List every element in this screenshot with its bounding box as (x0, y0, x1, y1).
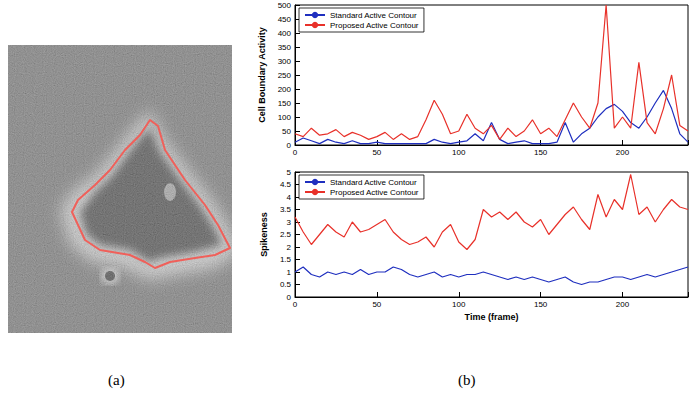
svg-text:3: 3 (287, 218, 292, 227)
svg-text:50: 50 (372, 148, 381, 157)
svg-text:2: 2 (287, 243, 292, 252)
svg-text:200: 200 (616, 148, 630, 157)
svg-text:Time (frame): Time (frame) (465, 312, 519, 322)
svg-text:0: 0 (287, 293, 292, 302)
html-text:(a): (a) (108, 372, 125, 388)
svg-text:100: 100 (278, 113, 292, 122)
svg-text:100: 100 (452, 300, 466, 309)
svg-text:4.5: 4.5 (280, 180, 292, 189)
svg-text:350: 350 (278, 43, 292, 52)
svg-text:500: 500 (278, 1, 292, 10)
svg-text:200: 200 (616, 300, 630, 309)
svg-text:0.5: 0.5 (280, 280, 292, 289)
svg-text:100: 100 (452, 148, 466, 157)
svg-text:0: 0 (293, 300, 298, 309)
svg-text:Cell Boundary Activity: Cell Boundary Activity (257, 27, 267, 123)
svg-text:300: 300 (278, 57, 292, 66)
svg-text:3.5: 3.5 (280, 205, 292, 214)
svg-text:4: 4 (287, 193, 292, 202)
svg-text:450: 450 (278, 15, 292, 24)
svg-text:5: 5 (287, 168, 292, 177)
svg-text:Standard Active Contour: Standard Active Contour (330, 11, 417, 20)
svg-text:0: 0 (287, 141, 292, 150)
svg-text:150: 150 (278, 99, 292, 108)
svg-text:Proposed Active Contour: Proposed Active Contour (330, 21, 419, 30)
svg-text:150: 150 (534, 300, 548, 309)
svg-text:400: 400 (278, 29, 292, 38)
svg-text:50: 50 (372, 300, 381, 309)
svg-text:Proposed Active Contour: Proposed Active Contour (330, 188, 419, 197)
svg-text:150: 150 (534, 148, 548, 157)
svg-text:1.5: 1.5 (280, 255, 292, 264)
svg-text:Standard Active Contour: Standard Active Contour (330, 178, 417, 187)
svg-text:200: 200 (278, 85, 292, 94)
svg-text:250: 250 (278, 71, 292, 80)
svg-text:Spikeness: Spikeness (259, 212, 269, 257)
svg-text:50: 50 (282, 127, 291, 136)
svg-text:1: 1 (287, 268, 292, 277)
svg-text:0: 0 (293, 148, 298, 157)
html-text:(b): (b) (458, 372, 476, 388)
svg-text:2.5: 2.5 (280, 230, 292, 239)
